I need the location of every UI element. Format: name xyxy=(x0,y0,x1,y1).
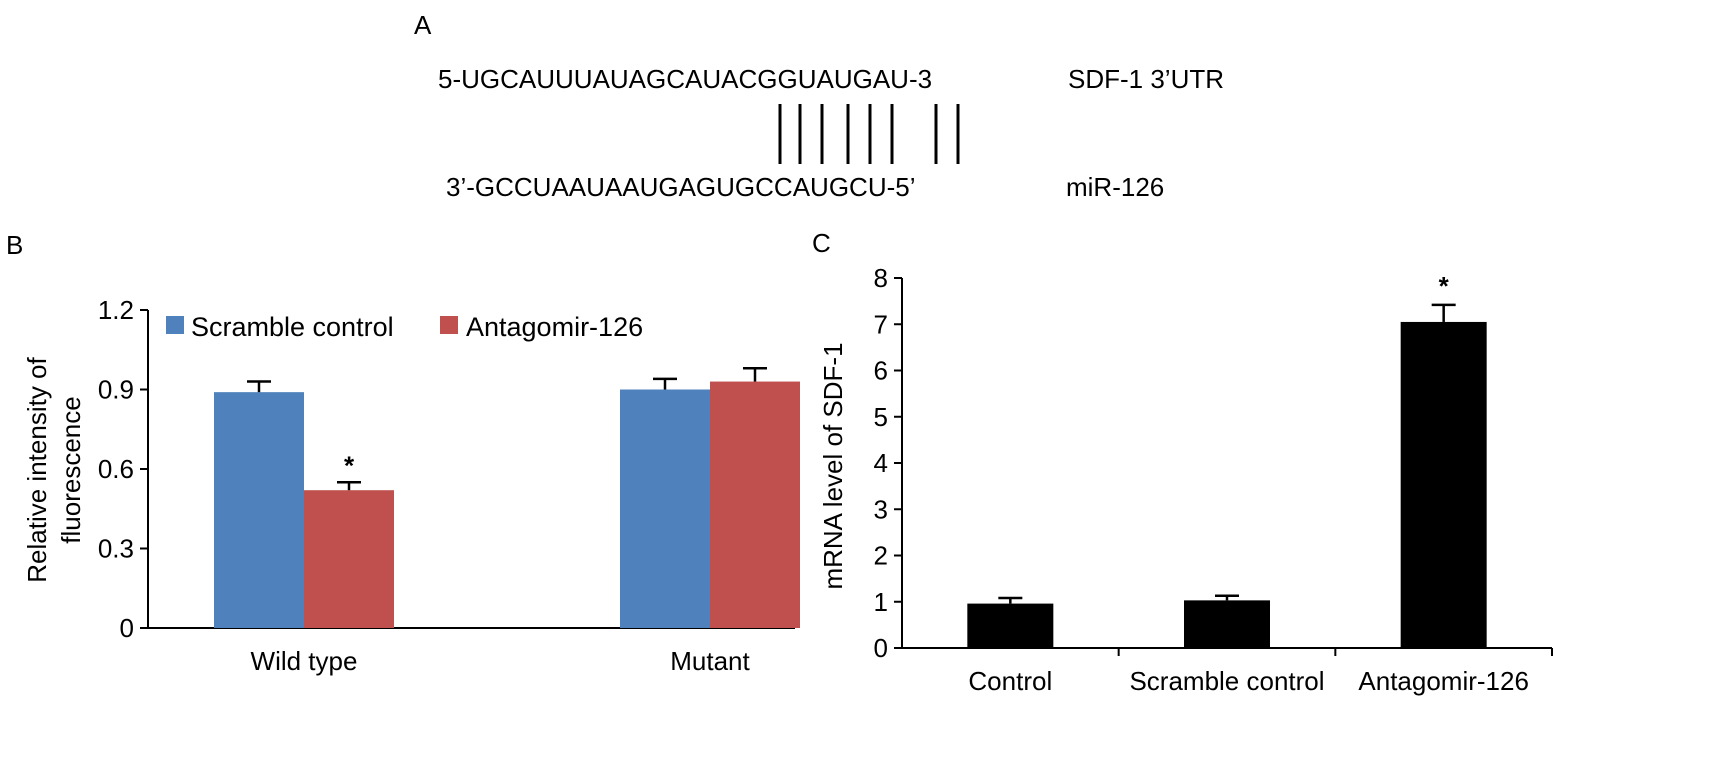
panel-c-y-tick-label: 0 xyxy=(874,633,888,663)
panel-b-y-axis-label-line-1: Relative intensity of xyxy=(22,357,52,583)
panel-c-y-tick-label: 3 xyxy=(874,494,888,524)
panel-b: B Relative intensity of fluorescence 0 0.… xyxy=(6,230,800,676)
panel-b-legend-swatch xyxy=(166,316,184,334)
base-pair-lines xyxy=(778,104,960,164)
panel-c-bar xyxy=(967,603,1054,648)
panel-c-y-tick-label: 6 xyxy=(874,356,888,386)
panel-c-category-label: Scramble control xyxy=(1129,666,1324,696)
panel-b-category-label: Wild type xyxy=(251,646,358,676)
panel-c-y-tick-label: 7 xyxy=(874,309,888,339)
panel-a: A 5-UGCAUUUAUAGCAUACGGUAUGAU-3 SDF-1 3’U… xyxy=(414,10,1224,202)
panel-b-y-ticks: 0 0.3 0.6 0.9 1.2 xyxy=(98,295,148,643)
sdf1-utr-name: SDF-1 3’UTR xyxy=(1068,64,1224,94)
panel-c: C mRNA level of SDF-1 0 1 2 3 4 5 6 7 8 * Contro… xyxy=(812,228,1553,696)
panel-c-y-tick-label: 2 xyxy=(874,541,888,571)
panel-c-label: C xyxy=(812,228,831,258)
panel-b-y-tick-label: 0.6 xyxy=(98,454,134,484)
panel-b-legend-label: Scramble control xyxy=(191,312,394,342)
panel-b-legend: Scramble control Antagomir-126 xyxy=(166,312,643,342)
panel-b-significance-star: * xyxy=(344,450,355,480)
panel-b-bar xyxy=(214,392,304,628)
panel-b-legend-swatch xyxy=(440,316,458,334)
panel-c-y-tick-label: 5 xyxy=(874,402,888,432)
panel-b-bar xyxy=(304,490,394,628)
panel-b-bars: * xyxy=(214,367,800,628)
sdf1-utr-sequence: 5-UGCAUUUAUAGCAUACGGUAUGAU-3 xyxy=(438,64,932,94)
panel-c-significance-star: * xyxy=(1439,271,1450,301)
panel-c-y-tick-label: 4 xyxy=(874,448,888,478)
panel-b-category-label: Mutant xyxy=(670,646,750,676)
panel-c-category-label: Antagomir-126 xyxy=(1358,666,1529,696)
panel-c-bars: * xyxy=(967,271,1487,648)
panel-b-y-tick-label: 0 xyxy=(120,613,134,643)
panel-b-label: B xyxy=(6,230,23,260)
panel-c-y-axis-label: mRNA level of SDF-1 xyxy=(818,342,848,589)
mir126-name: miR-126 xyxy=(1066,172,1164,202)
panel-b-y-tick-label: 0.9 xyxy=(98,375,134,405)
panel-c-y-tick-label: 1 xyxy=(874,587,888,617)
panel-b-y-tick-label: 0.3 xyxy=(98,534,134,564)
panel-c-bar xyxy=(1400,321,1487,648)
panel-b-bar xyxy=(620,389,710,628)
panel-b-y-axis-label: Relative intensity of fluorescence xyxy=(22,357,86,583)
panel-c-y-tick-label: 8 xyxy=(874,263,888,293)
panel-b-bar xyxy=(710,381,800,628)
panel-a-label: A xyxy=(414,10,432,40)
panel-c-y-ticks: 0 1 2 3 4 5 6 7 8 xyxy=(874,263,902,663)
panel-c-category-label: Control xyxy=(968,666,1052,696)
panel-b-legend-label: Antagomir-126 xyxy=(466,312,643,342)
panel-c-bar xyxy=(1184,600,1270,648)
panel-b-y-tick-label: 1.2 xyxy=(98,295,134,325)
panel-b-y-axis-label-line-2: fluorescence xyxy=(56,396,86,543)
panel-c-category-labels: Control Scramble control Antagomir-126 xyxy=(968,666,1529,696)
panel-b-category-labels: Wild type Mutant xyxy=(251,646,751,676)
mir126-sequence: 3’-GCCUAAUAAUGAGUGCCAUGCU-5’ xyxy=(446,172,916,202)
